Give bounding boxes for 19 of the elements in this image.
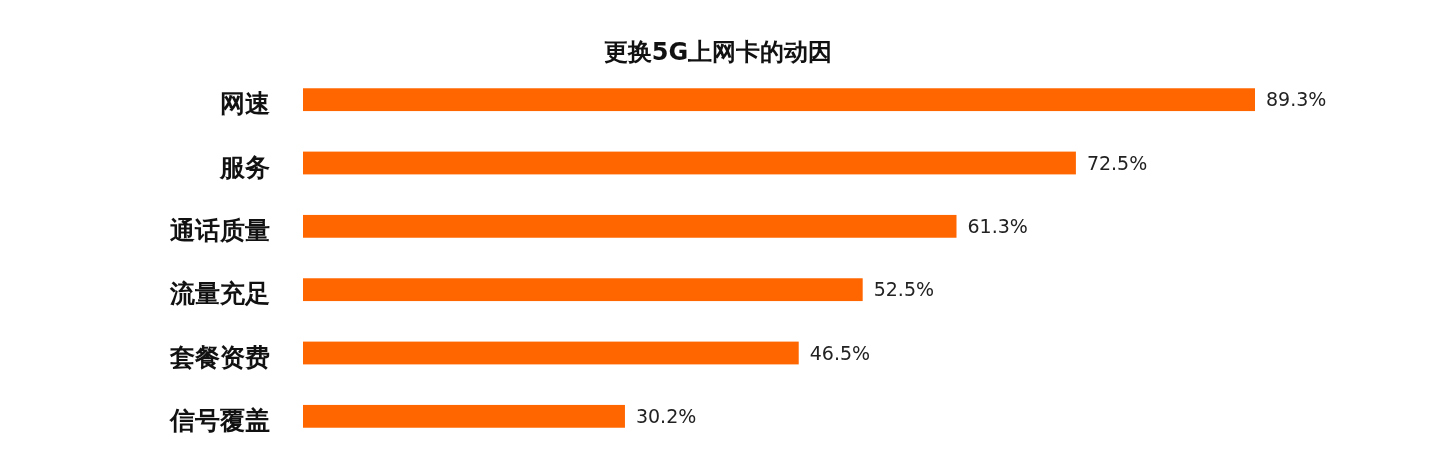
bar	[303, 404, 625, 428]
y-tick-label: 套餐资费	[169, 342, 270, 372]
bar	[303, 341, 799, 365]
y-tick-label: 服务	[219, 152, 270, 182]
data-label: 52.5%	[873, 278, 935, 301]
y-tick-label: 信号覆盖	[169, 406, 270, 436]
data-label: 89.3%	[1266, 88, 1327, 111]
y-tick-label: 流量充足	[169, 279, 270, 309]
data-label: 61.3%	[967, 214, 1028, 237]
bar	[303, 151, 1076, 175]
chart-title: 更换5G上网卡的动因	[603, 38, 833, 66]
y-tick-label: 通话质量	[170, 216, 270, 246]
y-tick-label: 网速	[220, 89, 270, 119]
data-label: 46.5%	[809, 341, 871, 364]
bar	[303, 214, 957, 238]
bar	[303, 278, 863, 302]
data-label: 30.2%	[635, 404, 697, 427]
bar	[303, 88, 1255, 112]
data-label: 72.5%	[1086, 151, 1148, 174]
